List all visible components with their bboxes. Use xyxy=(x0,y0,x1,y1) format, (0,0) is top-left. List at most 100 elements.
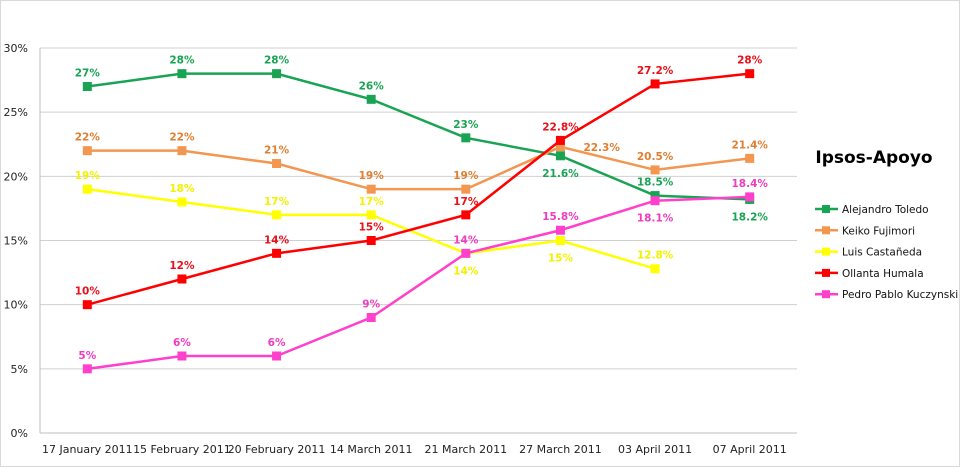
data-point-marker xyxy=(650,79,660,89)
data-point-marker xyxy=(272,248,282,258)
x-tick-label: 14 March 2011 xyxy=(330,443,413,456)
data-point-marker xyxy=(461,184,471,194)
gridlines xyxy=(39,47,797,434)
data-label: 28% xyxy=(264,55,290,67)
data-label: 15% xyxy=(548,253,574,265)
data-point-marker xyxy=(272,351,282,361)
data-label: 26% xyxy=(359,80,385,92)
data-label: 22% xyxy=(169,132,195,144)
data-point-marker xyxy=(177,197,187,207)
series-line-4 xyxy=(87,195,750,371)
data-label: 18.1% xyxy=(637,213,674,225)
data-label: 17% xyxy=(264,196,290,208)
data-point-marker xyxy=(177,146,187,156)
x-tick-label: 15 February 2011 xyxy=(133,443,231,456)
x-tick-label: 27 March 2011 xyxy=(519,443,602,456)
y-tick-label: 25% xyxy=(4,106,28,119)
data-point-marker xyxy=(366,313,376,322)
data-label: 22.8% xyxy=(542,121,579,133)
chart-title: Ipsos-Apoyo xyxy=(815,148,932,168)
legend: Alejandro Toledo Keiko Fujimori Luis Casta… xyxy=(815,204,958,301)
data-label: 10% xyxy=(75,286,101,298)
data-point-marker xyxy=(461,210,471,220)
series-line-3 xyxy=(86,72,750,306)
data-point-marker xyxy=(555,151,565,161)
y-axis-ticks: 0% 5% 10% 15% 20% 25% 30% xyxy=(4,42,28,440)
y-tick-label: 30% xyxy=(4,42,28,55)
series-line-1 xyxy=(87,145,750,191)
data-label: 22% xyxy=(75,132,101,144)
legend-entry: Luis Castañeda xyxy=(842,247,922,259)
data-label: 21% xyxy=(264,145,290,157)
data-label: 22.3% xyxy=(583,142,620,154)
data-point-marker xyxy=(366,184,376,194)
data-label: 14% xyxy=(453,265,479,277)
data-label: 19% xyxy=(75,170,101,182)
data-point-marker xyxy=(366,94,376,104)
y-tick-label: 5% xyxy=(11,363,28,376)
data-label: 21.4% xyxy=(731,139,768,151)
y-tick-label: 20% xyxy=(4,170,28,183)
x-tick-label: 20 February 2011 xyxy=(228,443,326,456)
data-point-marker xyxy=(177,274,187,284)
legend-entry: Alejandro Toledo xyxy=(842,204,929,216)
data-labels: 27% 28% 28% 26% 23% 21.6% 18.5% 18.2% 22% 22% 21% 1… xyxy=(75,55,769,362)
data-label: 12.8% xyxy=(637,250,674,262)
data-label: 6% xyxy=(268,337,286,349)
data-label: 17% xyxy=(359,196,385,208)
data-point-marker xyxy=(555,142,565,152)
x-tick-label: 17 January 2011 xyxy=(42,443,133,456)
data-label: 27% xyxy=(75,68,101,80)
data-label: 21.6% xyxy=(542,168,579,180)
legend-marker xyxy=(822,290,830,299)
data-label: 14% xyxy=(453,234,479,246)
data-point-marker xyxy=(650,196,660,206)
data-point-marker xyxy=(745,192,755,202)
data-point-marker xyxy=(366,236,376,245)
data-point-marker xyxy=(650,165,660,175)
data-label: 18% xyxy=(169,183,195,195)
y-tick-label: 0% xyxy=(11,427,28,440)
data-point-marker xyxy=(82,82,92,91)
data-point-marker xyxy=(745,69,755,79)
data-point-marker xyxy=(82,146,92,156)
data-label: 9% xyxy=(362,299,380,311)
data-label: 28% xyxy=(169,55,195,67)
legend-entry: Pedro Pablo Kuczynski xyxy=(842,289,958,301)
data-label: 6% xyxy=(173,337,191,349)
data-point-marker xyxy=(461,133,471,143)
data-label: 20.5% xyxy=(637,151,674,163)
data-point-marker xyxy=(650,191,660,201)
legend-marker xyxy=(822,268,830,277)
data-label: 19% xyxy=(453,170,479,182)
data-point-marker xyxy=(82,364,92,374)
data-label: 5% xyxy=(78,350,96,362)
data-point-marker xyxy=(82,184,92,194)
y-tick-label: 10% xyxy=(4,299,28,312)
x-tick-label: 21 March 2011 xyxy=(425,443,508,456)
data-point-marker xyxy=(745,153,755,163)
data-point-marker xyxy=(177,351,187,361)
x-tick-label: 07 April 2011 xyxy=(713,443,787,456)
data-point-marker xyxy=(650,264,660,274)
data-label: 15.8% xyxy=(542,211,579,223)
data-label: 18.2% xyxy=(731,211,768,223)
x-tick-label: 03 April 2011 xyxy=(618,443,692,456)
data-label: 12% xyxy=(169,260,195,272)
data-point-marker xyxy=(272,210,282,220)
data-point-marker xyxy=(272,159,282,168)
legend-marker xyxy=(822,205,830,213)
data-label: 27.2% xyxy=(637,65,674,77)
data-point-marker xyxy=(555,236,565,245)
data-label: 28% xyxy=(737,55,763,67)
data-point-marker xyxy=(461,248,471,258)
data-point-marker xyxy=(555,135,565,145)
data-label: 17% xyxy=(453,196,479,208)
data-label: 18.5% xyxy=(637,177,674,189)
data-point-marker xyxy=(272,69,282,79)
data-label: 18.4% xyxy=(731,178,768,190)
legend-entry: Ollanta Humala xyxy=(842,268,924,280)
data-label: 14% xyxy=(264,234,290,246)
